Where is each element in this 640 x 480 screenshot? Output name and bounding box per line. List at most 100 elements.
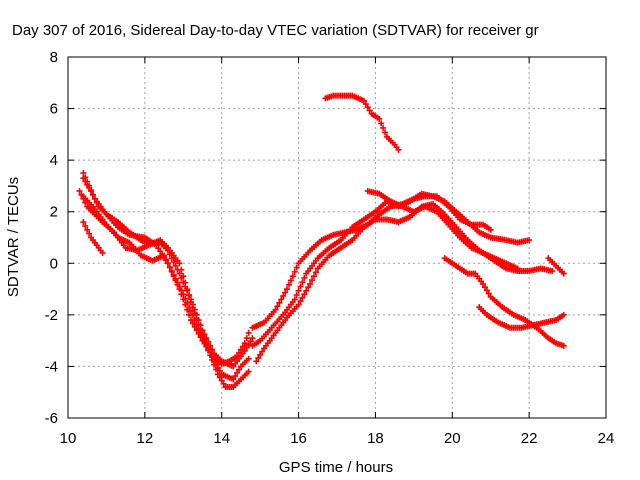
data-point: [293, 292, 300, 299]
data-point: [382, 129, 389, 136]
x-axis-label: GPS time / hours: [279, 459, 393, 476]
y-tick-label: -2: [45, 307, 58, 324]
data-point: [303, 287, 310, 294]
data-point: [176, 270, 183, 277]
data-point: [80, 170, 87, 177]
data-point: [380, 124, 387, 131]
data-point: [549, 268, 556, 275]
data-point: [245, 355, 252, 362]
data-point: [276, 299, 283, 306]
data-point: [285, 281, 292, 288]
data-point: [247, 338, 254, 345]
data-point: [155, 245, 162, 252]
data-point: [172, 275, 179, 282]
data-point: [187, 308, 194, 315]
data-point: [245, 368, 252, 375]
y-tick-label: -4: [45, 358, 58, 375]
data-point: [485, 290, 492, 297]
x-tick-label: 20: [444, 430, 461, 447]
data-point: [480, 280, 487, 287]
data-point: [312, 269, 319, 276]
data-points: [76, 92, 567, 391]
data-point: [230, 376, 237, 383]
data-point: [378, 120, 385, 127]
data-point: [241, 340, 248, 347]
data-point: [245, 329, 252, 336]
x-tick-label: 12: [137, 430, 154, 447]
data-point: [301, 291, 308, 298]
data-point: [289, 273, 296, 280]
data-point: [207, 352, 214, 359]
data-point: [170, 258, 177, 265]
data-point: [162, 256, 169, 263]
data-point: [253, 358, 260, 365]
data-point: [82, 222, 89, 229]
data-point: [307, 280, 314, 287]
data-point: [366, 107, 373, 114]
series-track-13: [476, 304, 567, 331]
data-point: [187, 298, 194, 305]
data-point: [305, 284, 312, 291]
data-point: [197, 329, 204, 336]
data-point: [212, 366, 219, 373]
data-point: [360, 97, 367, 104]
series-track-1: [80, 175, 252, 367]
data-point: [84, 178, 91, 185]
series-track-9: [322, 92, 402, 153]
data-point: [526, 237, 533, 244]
x-tick-label: 16: [290, 430, 307, 447]
data-point: [180, 273, 187, 280]
data-point: [282, 289, 289, 296]
data-point: [241, 347, 248, 354]
data-point: [89, 191, 96, 198]
data-point: [234, 369, 241, 376]
y-tick-label: 0: [50, 255, 58, 272]
data-point: [249, 335, 256, 342]
data-point: [186, 304, 193, 311]
data-point: [76, 188, 83, 195]
data-point: [174, 279, 181, 286]
data-point: [293, 264, 300, 271]
data-point: [237, 346, 244, 353]
x-tick-label: 22: [521, 430, 538, 447]
data-point: [216, 367, 223, 374]
data-point: [278, 296, 285, 303]
data-point: [176, 283, 183, 290]
data-point: [310, 273, 317, 280]
data-point: [364, 104, 371, 111]
data-point: [220, 380, 227, 387]
y-axis-label: SDTVAR / TECUs: [5, 177, 22, 297]
data-point: [481, 284, 488, 291]
data-point: [189, 312, 196, 319]
data-point: [560, 311, 567, 318]
data-point: [362, 101, 369, 108]
data-point: [186, 292, 193, 299]
data-point: [560, 342, 567, 349]
y-tick-label: 2: [50, 204, 58, 221]
data-point: [209, 346, 216, 353]
data-point: [180, 291, 187, 298]
data-point: [243, 344, 250, 351]
data-point: [259, 348, 266, 355]
data-point: [297, 283, 304, 290]
data-point: [255, 355, 262, 362]
data-point: [166, 264, 173, 271]
data-point: [218, 377, 225, 384]
data-point: [182, 295, 189, 302]
data-point: [209, 356, 216, 363]
data-point: [514, 265, 521, 272]
data-point: [178, 287, 185, 294]
data-point: [203, 342, 210, 349]
data-point: [560, 270, 567, 277]
data-point: [287, 277, 294, 284]
series-track-7: [249, 190, 533, 349]
series-track-4: [80, 193, 252, 391]
data-point: [284, 286, 291, 293]
data-point: [299, 294, 306, 301]
data-point: [257, 351, 264, 358]
data-point: [199, 334, 206, 341]
data-point: [214, 371, 221, 378]
data-point: [86, 230, 93, 237]
